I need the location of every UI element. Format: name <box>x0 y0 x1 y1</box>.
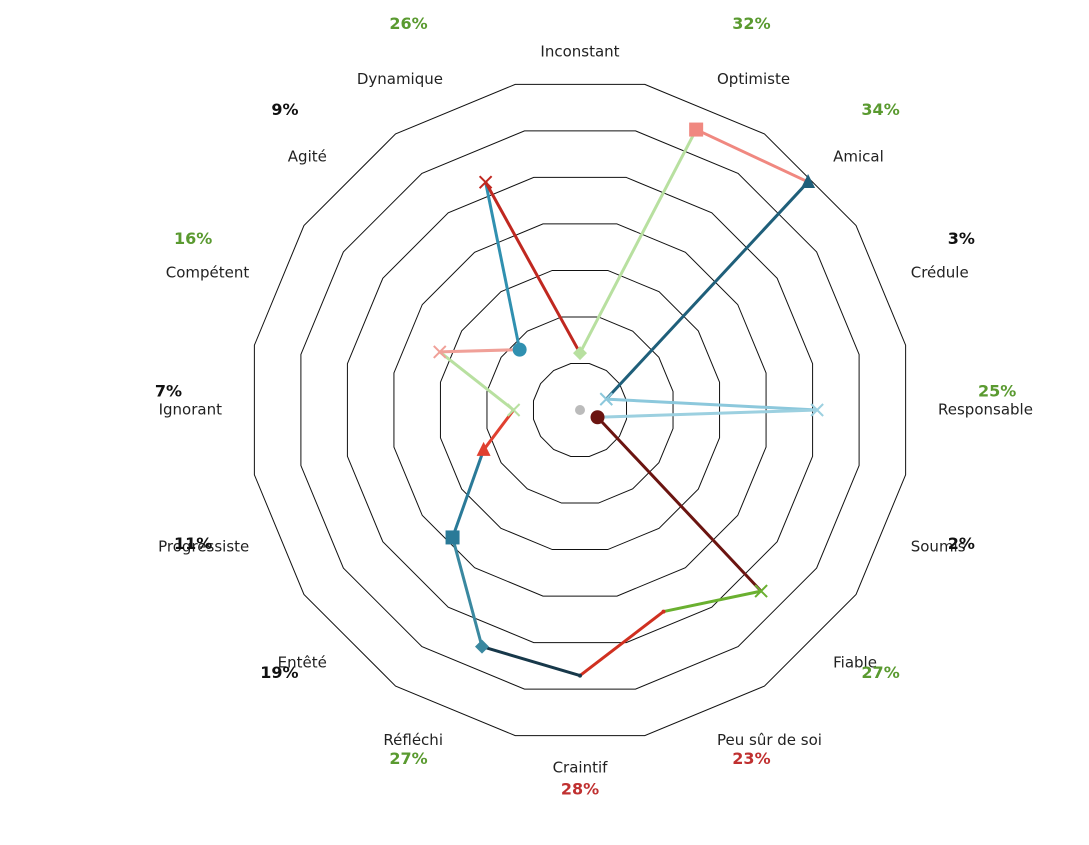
axis-label: Ignorant <box>159 401 222 419</box>
value-label: 19% <box>260 663 298 682</box>
segment <box>482 409 515 451</box>
axis-label: Peu sûr de soi <box>717 731 822 749</box>
grid-ring <box>300 130 860 690</box>
segment <box>439 348 520 354</box>
axis-label: Réfléchi <box>383 731 443 749</box>
axis-label: Progressiste <box>158 538 249 556</box>
axis-label: Dynamique <box>357 70 443 88</box>
segment <box>484 181 522 350</box>
axis-label: Agité <box>288 147 327 165</box>
value-label: 27% <box>861 663 899 682</box>
axis-label: Soumis <box>911 538 966 556</box>
marker <box>801 173 816 188</box>
value-label: 32% <box>732 14 770 33</box>
value-label: 34% <box>861 100 899 119</box>
marker <box>661 609 666 614</box>
segment <box>606 397 818 412</box>
segment <box>695 128 809 184</box>
axis-label: Craintif <box>553 759 609 777</box>
segment <box>451 537 484 648</box>
segment <box>605 180 810 401</box>
segment <box>596 416 763 593</box>
grid-ring <box>439 269 721 551</box>
segment <box>481 645 581 678</box>
segment <box>579 610 665 677</box>
value-label: 9% <box>271 100 298 119</box>
marker <box>506 403 521 417</box>
value-label: 6% <box>566 0 593 3</box>
axis-label: Compétent <box>166 263 250 281</box>
value-label: 3% <box>948 229 975 248</box>
marker <box>578 673 582 678</box>
grid-ring <box>393 223 767 597</box>
segment <box>451 449 486 538</box>
marker <box>478 175 493 189</box>
segment <box>663 589 762 614</box>
value-label: 25% <box>978 382 1016 401</box>
segment <box>484 181 582 354</box>
marker <box>599 392 613 406</box>
value-label: 7% <box>155 382 182 401</box>
marker <box>689 122 704 137</box>
axis-label: Inconstant <box>540 43 619 61</box>
value-label: 16% <box>174 229 212 248</box>
value-label: 2% <box>948 534 975 553</box>
marker <box>474 639 489 654</box>
value-label: 23% <box>732 749 770 768</box>
center-dot <box>575 405 585 415</box>
grid-ring <box>346 176 814 644</box>
grid-ring <box>253 83 907 737</box>
segment <box>597 408 818 419</box>
marker <box>476 441 491 456</box>
axis-label: Crédule <box>911 263 969 281</box>
marker <box>810 403 824 417</box>
axis-label: Fiable <box>833 654 877 672</box>
marker <box>433 345 447 359</box>
segment <box>578 128 698 354</box>
axis-label: Responsable <box>938 401 1033 419</box>
marker <box>573 346 587 361</box>
marker <box>590 410 605 425</box>
grid-ring <box>532 362 628 458</box>
axis-label: Entêté <box>278 654 327 672</box>
value-label: 28% <box>561 780 599 799</box>
axis-label: Optimiste <box>717 70 790 88</box>
axis-label: Amical <box>833 147 884 165</box>
marker <box>754 584 768 598</box>
marker <box>512 342 527 357</box>
value-label: 26% <box>389 14 427 33</box>
segment <box>438 350 515 412</box>
marker <box>445 530 460 545</box>
value-label: 27% <box>389 749 427 768</box>
value-label: 11% <box>174 534 212 553</box>
